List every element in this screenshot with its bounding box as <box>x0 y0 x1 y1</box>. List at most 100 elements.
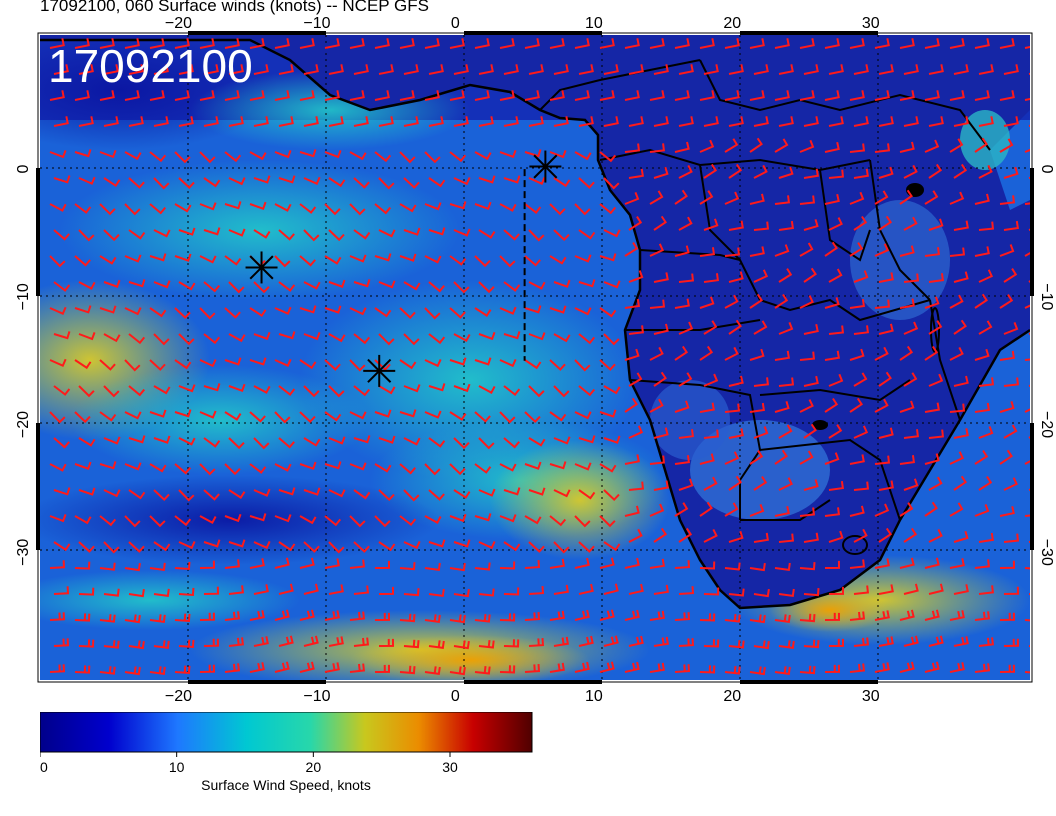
wind-barb <box>999 244 1015 257</box>
wind-barb <box>324 203 341 216</box>
wind-barb <box>528 487 546 496</box>
wind-barb <box>103 489 121 498</box>
wind-barb <box>124 90 140 101</box>
wind-barb <box>978 532 994 543</box>
lat-tick-label-right: −10 <box>1038 283 1055 310</box>
wind-barb <box>324 38 340 49</box>
wind-barb <box>799 665 816 675</box>
wind-barb <box>124 614 141 624</box>
wind-barb <box>978 116 994 127</box>
wind-barb <box>99 515 117 527</box>
wind-barb <box>449 513 467 523</box>
lon-tick-label-bottom: 0 <box>451 688 460 705</box>
wind-barb <box>774 195 791 205</box>
wind-barb <box>853 270 869 283</box>
wind-barb <box>749 562 766 572</box>
wind-barb <box>1003 638 1020 647</box>
wind-barb <box>799 242 814 257</box>
wind-barb <box>503 116 519 127</box>
wind-barb <box>878 166 894 179</box>
wind-barb <box>503 587 520 596</box>
wind-barb <box>753 532 769 543</box>
wind-barb <box>499 255 516 268</box>
wind-barb <box>578 635 594 647</box>
wind-barb <box>753 426 769 439</box>
wind-barb <box>224 201 242 210</box>
date-stamp: 17092100 <box>48 40 253 92</box>
wind-barb <box>899 245 915 257</box>
wind-barb <box>753 269 769 283</box>
wind-barb <box>74 613 91 622</box>
wind-barb <box>49 463 67 472</box>
wind-barb <box>449 614 466 624</box>
wind-barb <box>949 403 966 413</box>
wind-barb <box>178 281 196 291</box>
wind-barb <box>299 203 317 214</box>
wind-barb <box>424 38 440 49</box>
wind-barb <box>474 201 492 211</box>
wind-barb <box>649 143 666 153</box>
lon-tick-label-top: 0 <box>451 15 460 32</box>
wind-barb <box>349 254 367 263</box>
wind-barb <box>474 562 491 571</box>
wind-barb <box>749 503 765 517</box>
wind-barb <box>53 64 69 75</box>
wind-barb <box>724 138 739 153</box>
wind-barb <box>1028 124 1030 127</box>
wind-barb <box>599 359 616 371</box>
wind-barb <box>128 64 144 75</box>
wind-barb <box>678 321 694 335</box>
wind-barb <box>853 64 869 75</box>
wind-barb <box>924 453 940 465</box>
wind-barb <box>153 588 170 597</box>
wind-barb <box>924 501 938 517</box>
wind-barb <box>124 203 141 216</box>
wind-barb <box>649 610 665 621</box>
wind-barb <box>778 166 794 179</box>
wind-barb <box>753 588 770 598</box>
wind-barb <box>974 293 988 309</box>
wind-barb <box>724 451 740 465</box>
wind-barb <box>253 229 271 239</box>
wind-barb <box>299 609 315 621</box>
wind-barb <box>924 247 941 257</box>
wind-barb <box>749 246 765 257</box>
wind-barb <box>399 665 416 675</box>
wind-barb <box>778 533 795 543</box>
wind-barb <box>574 38 590 49</box>
wind-barb <box>928 116 944 127</box>
wind-barb <box>724 90 740 101</box>
wind-barb <box>703 639 720 648</box>
wind-barb <box>674 245 690 257</box>
wind-barb <box>903 216 918 231</box>
wind-barb <box>578 229 596 240</box>
wind-barb <box>353 541 370 553</box>
wind-barb <box>503 437 520 449</box>
wind-barb <box>203 437 221 448</box>
wind-barb <box>449 255 467 266</box>
wind-barb <box>453 333 471 343</box>
wind-barb <box>453 64 469 75</box>
wind-barb <box>728 530 744 543</box>
wind-barb <box>953 375 969 387</box>
wind-barb <box>828 373 844 387</box>
wind-barb <box>974 450 989 465</box>
wind-barb <box>703 218 719 231</box>
wind-barb <box>449 90 465 101</box>
wind-barb <box>399 359 417 370</box>
wind-barb <box>678 164 693 179</box>
wind-barb <box>778 321 794 335</box>
wind-barb <box>878 215 893 231</box>
wind-barb <box>903 583 919 595</box>
wind-barb <box>978 426 994 439</box>
wind-barb <box>974 90 990 101</box>
wind-barb <box>878 584 894 595</box>
wind-barb <box>378 541 396 552</box>
wind-barb <box>674 141 690 153</box>
wind-barb <box>574 557 590 569</box>
wind-barb <box>824 241 838 257</box>
wind-barb <box>574 254 592 263</box>
wind-barb <box>374 151 392 163</box>
wind-barb <box>949 451 965 465</box>
wind-barb <box>153 385 171 395</box>
